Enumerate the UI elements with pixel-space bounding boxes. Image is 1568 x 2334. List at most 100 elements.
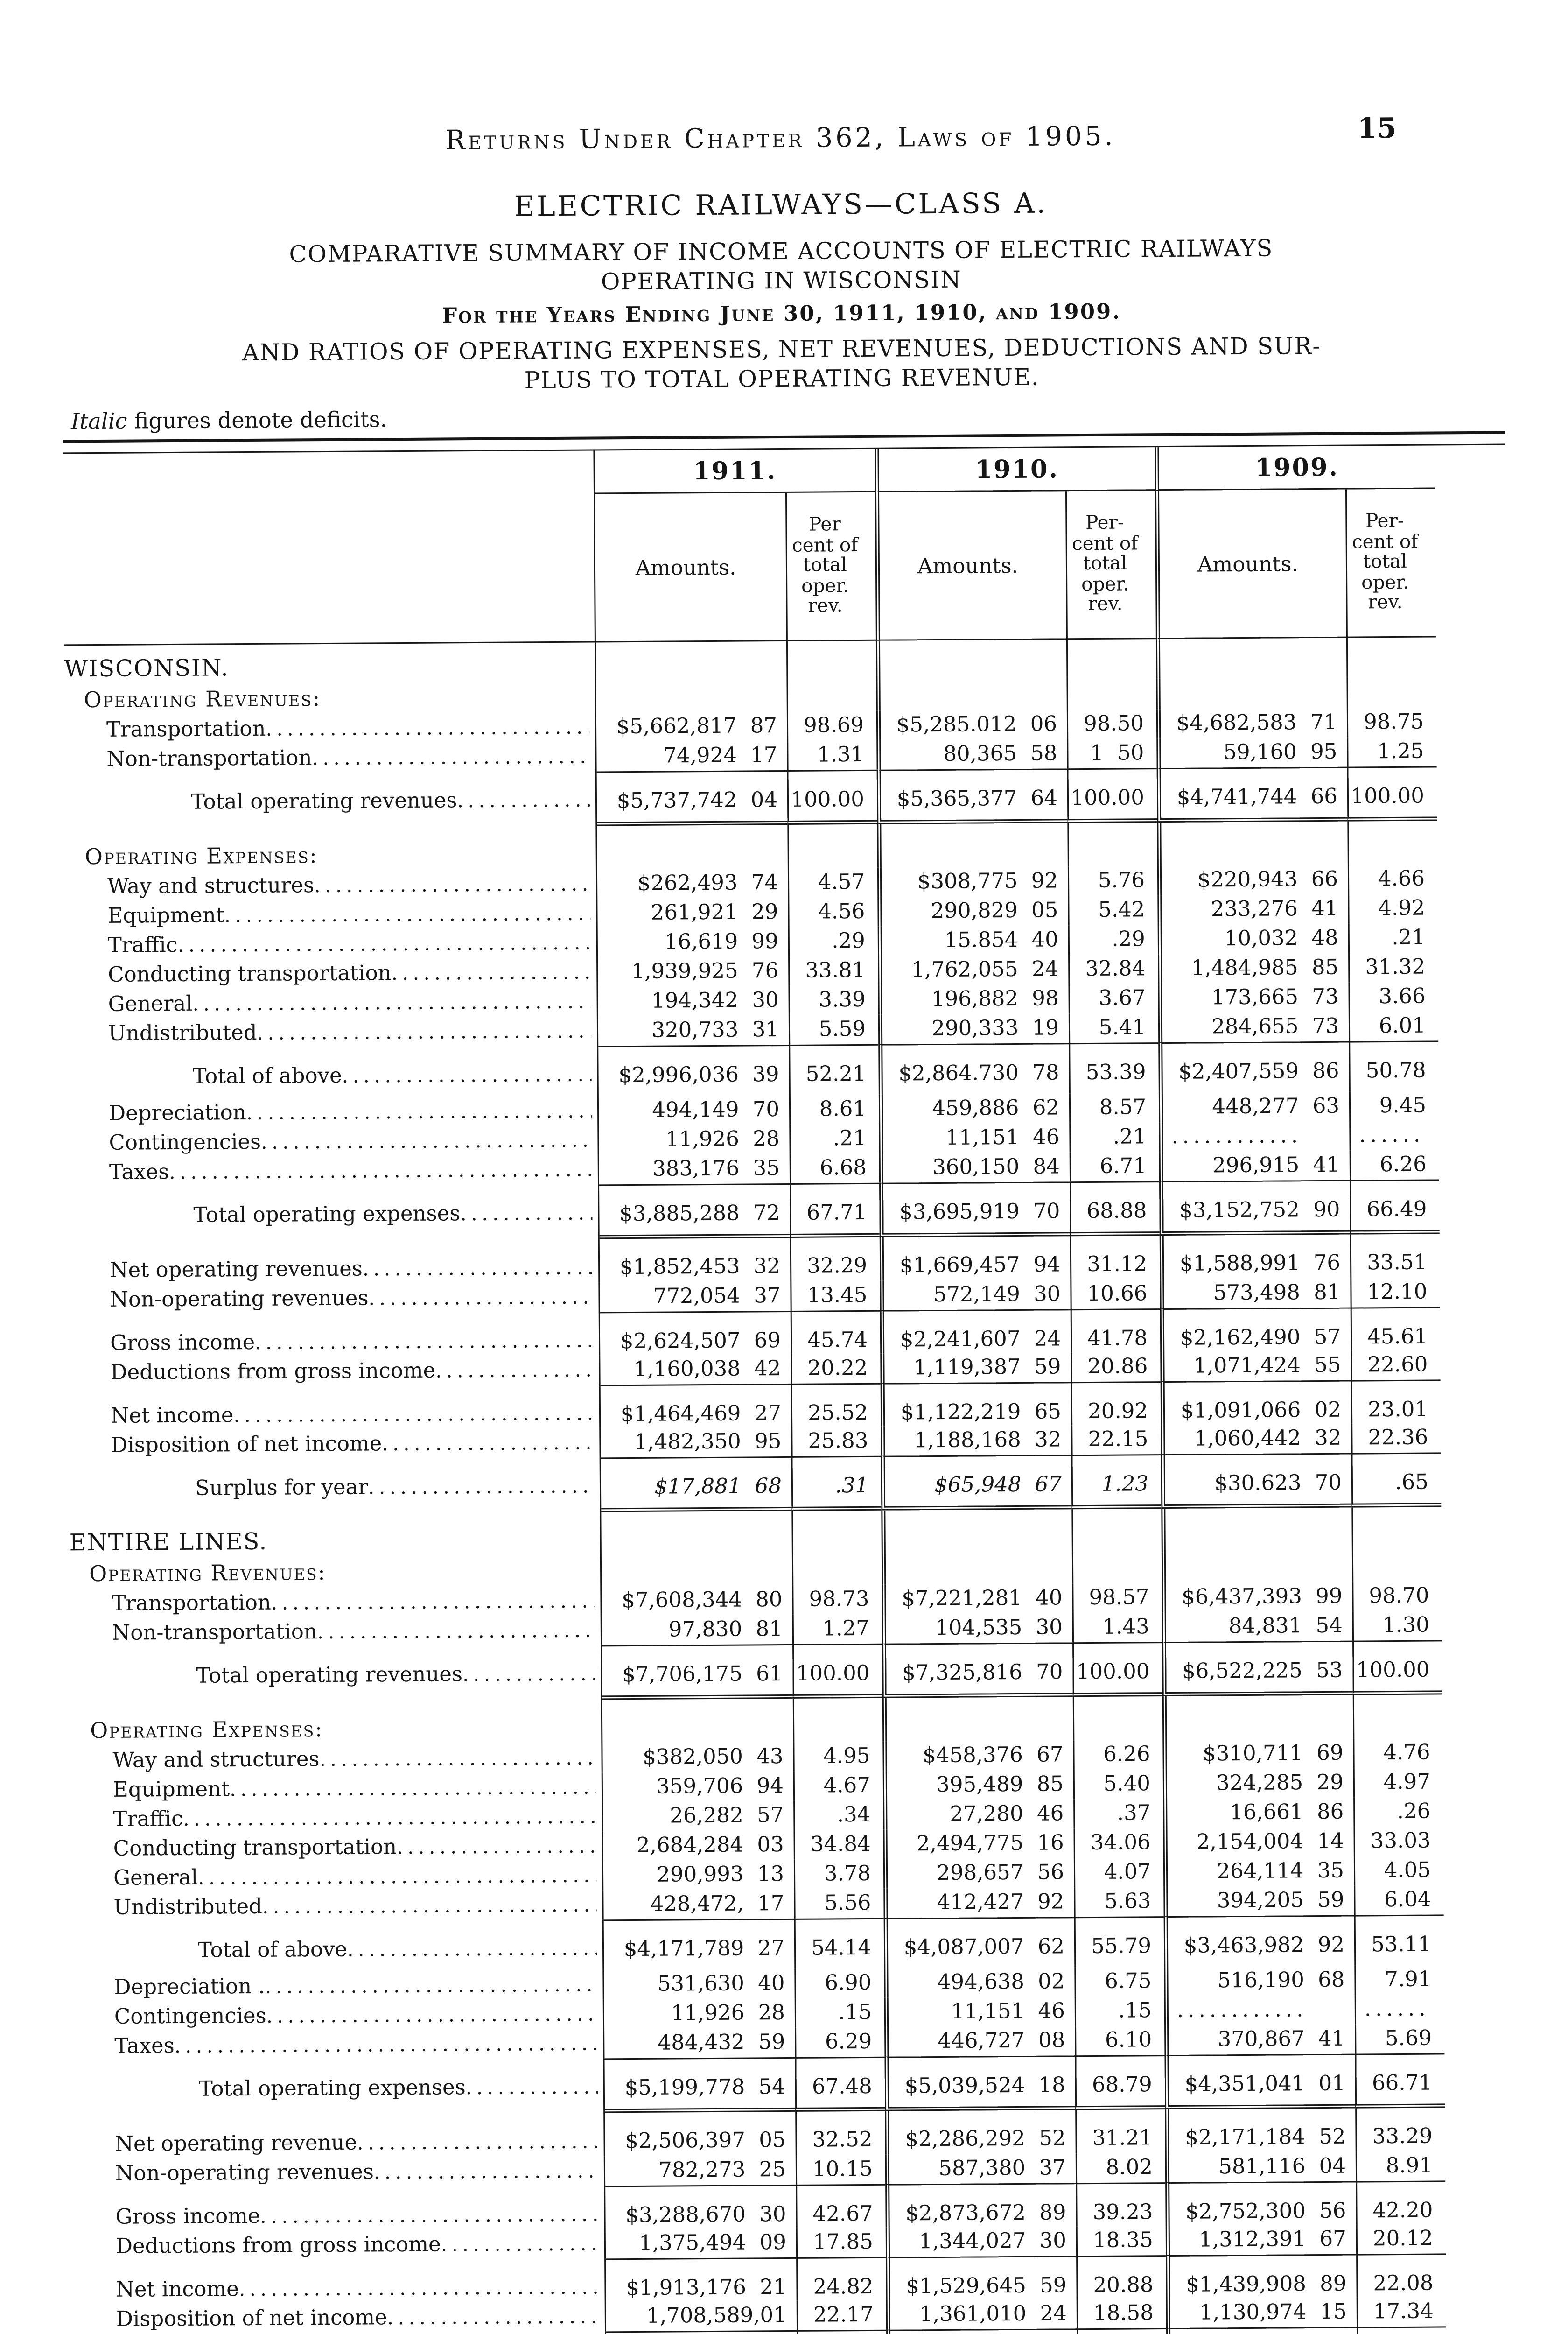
amount-cell: $2,624,507 69 (600, 1310, 791, 1356)
percent-cell: 98.57 (1072, 1583, 1162, 1613)
row-label-cell: Equipment...............................… (65, 899, 598, 932)
row-label: Net operating revenues (109, 1256, 363, 1283)
leader-dots: ........................................… (368, 1285, 593, 1311)
percent-cell: 100.00 (1347, 766, 1437, 822)
amount-cell: $4,682,583 71 (1156, 708, 1347, 739)
amount-cell (602, 1699, 793, 1743)
leader-dots: ........................................… (457, 788, 590, 813)
amount-cell: $3,288,670 30 (605, 2184, 796, 2229)
amount-cell: $382,050 43 (643, 1743, 784, 1770)
row-label-cell: Conducting transportation...............… (66, 957, 598, 991)
percent-cell: 4.74 (1357, 2326, 1447, 2334)
amount-cell: $1,588,991 76 (1159, 1234, 1351, 1279)
percent-cell: 39.23 (1076, 2182, 1166, 2227)
percent-cell: 22.08 (1356, 2253, 1446, 2298)
table-row: Surplus for year........................… (69, 1452, 1512, 1516)
row-label-cell: WISCONSIN. (63, 642, 596, 685)
row-label-cell: Gross income............................… (68, 1312, 601, 1359)
amount-cell: $220,943 66 (1157, 865, 1348, 896)
row-label-cell: Transportation..........................… (70, 1586, 602, 1619)
leader-dots: ........................................… (262, 1893, 597, 1919)
percent-cell: 54.14 (794, 1918, 884, 1969)
amount-cell: $1,913,176 21 (606, 2257, 797, 2302)
amount-cell: 196,882 98 (878, 984, 1069, 1015)
percent-cell: 42.20 (1356, 2180, 1446, 2225)
amount-cell: 360,150 84 (879, 1152, 1070, 1183)
amount-cell: $1,122,219 65 (880, 1382, 1071, 1427)
amount-cell: 2,154,004 14 (1163, 1827, 1354, 1858)
percent-cell (1352, 1694, 1443, 1739)
row-label: Equipment (112, 1776, 230, 1802)
row-label-cell: Operating Expenses: (65, 826, 597, 873)
leader-dots: ........................................… (233, 1401, 594, 1428)
percent-cell: 6.68 (789, 1153, 880, 1183)
amount-cell: $3,152,752 90 (1159, 1180, 1350, 1236)
amount-cell: 1,312,391 67 (1165, 2224, 1357, 2256)
amount-cell (875, 640, 1067, 680)
percent-cell (1066, 639, 1156, 679)
percent-cell: ...... (1354, 1994, 1445, 2025)
percent-cell: 5.40 (1073, 1769, 1163, 1800)
amount-cell: ............ (1159, 1121, 1350, 1152)
row-label: Net income (110, 1402, 234, 1428)
row-label: Traffic (107, 932, 178, 958)
year-header: 1910. (875, 447, 1155, 492)
amount-cell: 97,830 81 (668, 1616, 783, 1642)
row-label-cell: ENTIRE LINES. (69, 1512, 602, 1559)
row-label-cell: Taxes...................................… (72, 2029, 605, 2062)
row-label: Transportation (112, 1589, 272, 1616)
amount-cell: $1,464,469 27 (600, 1383, 791, 1428)
row-label: Total operating expenses (193, 1201, 461, 1228)
amount-cell: 516,190 68 (1164, 1965, 1355, 1997)
amount-cell: 194,342 30 (651, 987, 779, 1013)
percent-cell: 33.51 (1350, 1234, 1440, 1278)
percent-cell: 4.67 (793, 1771, 883, 1801)
amount-cell: 1,160,038 42 (633, 1356, 781, 1382)
row-label-cell: Total of above..........................… (71, 1919, 604, 1974)
percent-cell: 5.63 (1074, 1887, 1164, 1917)
percent-cell: 3.67 (1068, 984, 1158, 1014)
amount-cell: 1,484,985 85 (1158, 953, 1349, 984)
leader-dots: ........................................… (271, 1589, 595, 1615)
row-label: Net operating revenue (115, 2130, 357, 2157)
amount-cell: $168,635 35 (886, 2328, 1077, 2334)
percent-cell: 31.21 (1075, 2109, 1165, 2154)
amount-cell: $2,752,300 56 (1165, 2181, 1356, 2226)
percent-cell (1346, 676, 1436, 708)
percent-cell: 4.07 (1073, 1857, 1164, 1888)
row-label: Disposition of net income (116, 2305, 387, 2332)
percent-cell (791, 1510, 882, 1554)
amount-cell: $1,439,908 89 (1166, 2254, 1357, 2299)
amount-cell: $5,365,377 64 (876, 768, 1068, 824)
percent-cell: 4.97 (1353, 1767, 1443, 1798)
row-label-cell: Undistributed...........................… (71, 1890, 604, 1923)
leader-dots: ........................................… (397, 1834, 596, 1860)
percent-cell: .26 (1353, 1797, 1443, 1827)
amount-cell: $30.623 70 (1161, 1453, 1352, 1509)
amount-cell: $1,529,645 59 (886, 2256, 1077, 2300)
running-header-row: Returns Under Chapter 362, Laws of 1905.… (0, 0, 1565, 159)
percent-cell: .29 (1068, 925, 1158, 955)
amount-cell: 359,706 94 (656, 1773, 784, 1799)
row-label-cell: Contingencies...........................… (67, 1125, 599, 1159)
percent-cell (1351, 1507, 1442, 1551)
percent-cell: 67.71 (790, 1182, 880, 1238)
percent-cell (1346, 637, 1436, 677)
row-label-cell: Surplus for year........................… (69, 1457, 602, 1516)
percent-cell: 13.45 (790, 1280, 880, 1311)
leader-dots: ........................................… (319, 1746, 596, 1772)
percent-cell: 4.95 (793, 1741, 883, 1772)
percent-cell: 98.73 (792, 1584, 882, 1615)
amount-cell: $1,852,453 32 (619, 1253, 781, 1280)
percent-cell: .65 (1351, 1452, 1442, 1508)
leader-dots: ........................................… (435, 1358, 594, 1383)
percent-cell: 6.01 (1348, 1011, 1439, 1041)
percent-header: Per- cent of total oper. rev. (1345, 489, 1436, 638)
percent-cell: 20.22 (791, 1353, 881, 1384)
row-label: WISCONSIN. (64, 654, 229, 682)
amount-cell: 572,149 30 (880, 1279, 1071, 1310)
percent-cell: 100.00 (1352, 1640, 1442, 1695)
amount-cell: $3,885,288 72 (599, 1183, 790, 1239)
deficit-note-rest: figures denote deficits. (127, 407, 387, 434)
amount-cell: 284,655 73 (1158, 1012, 1349, 1043)
